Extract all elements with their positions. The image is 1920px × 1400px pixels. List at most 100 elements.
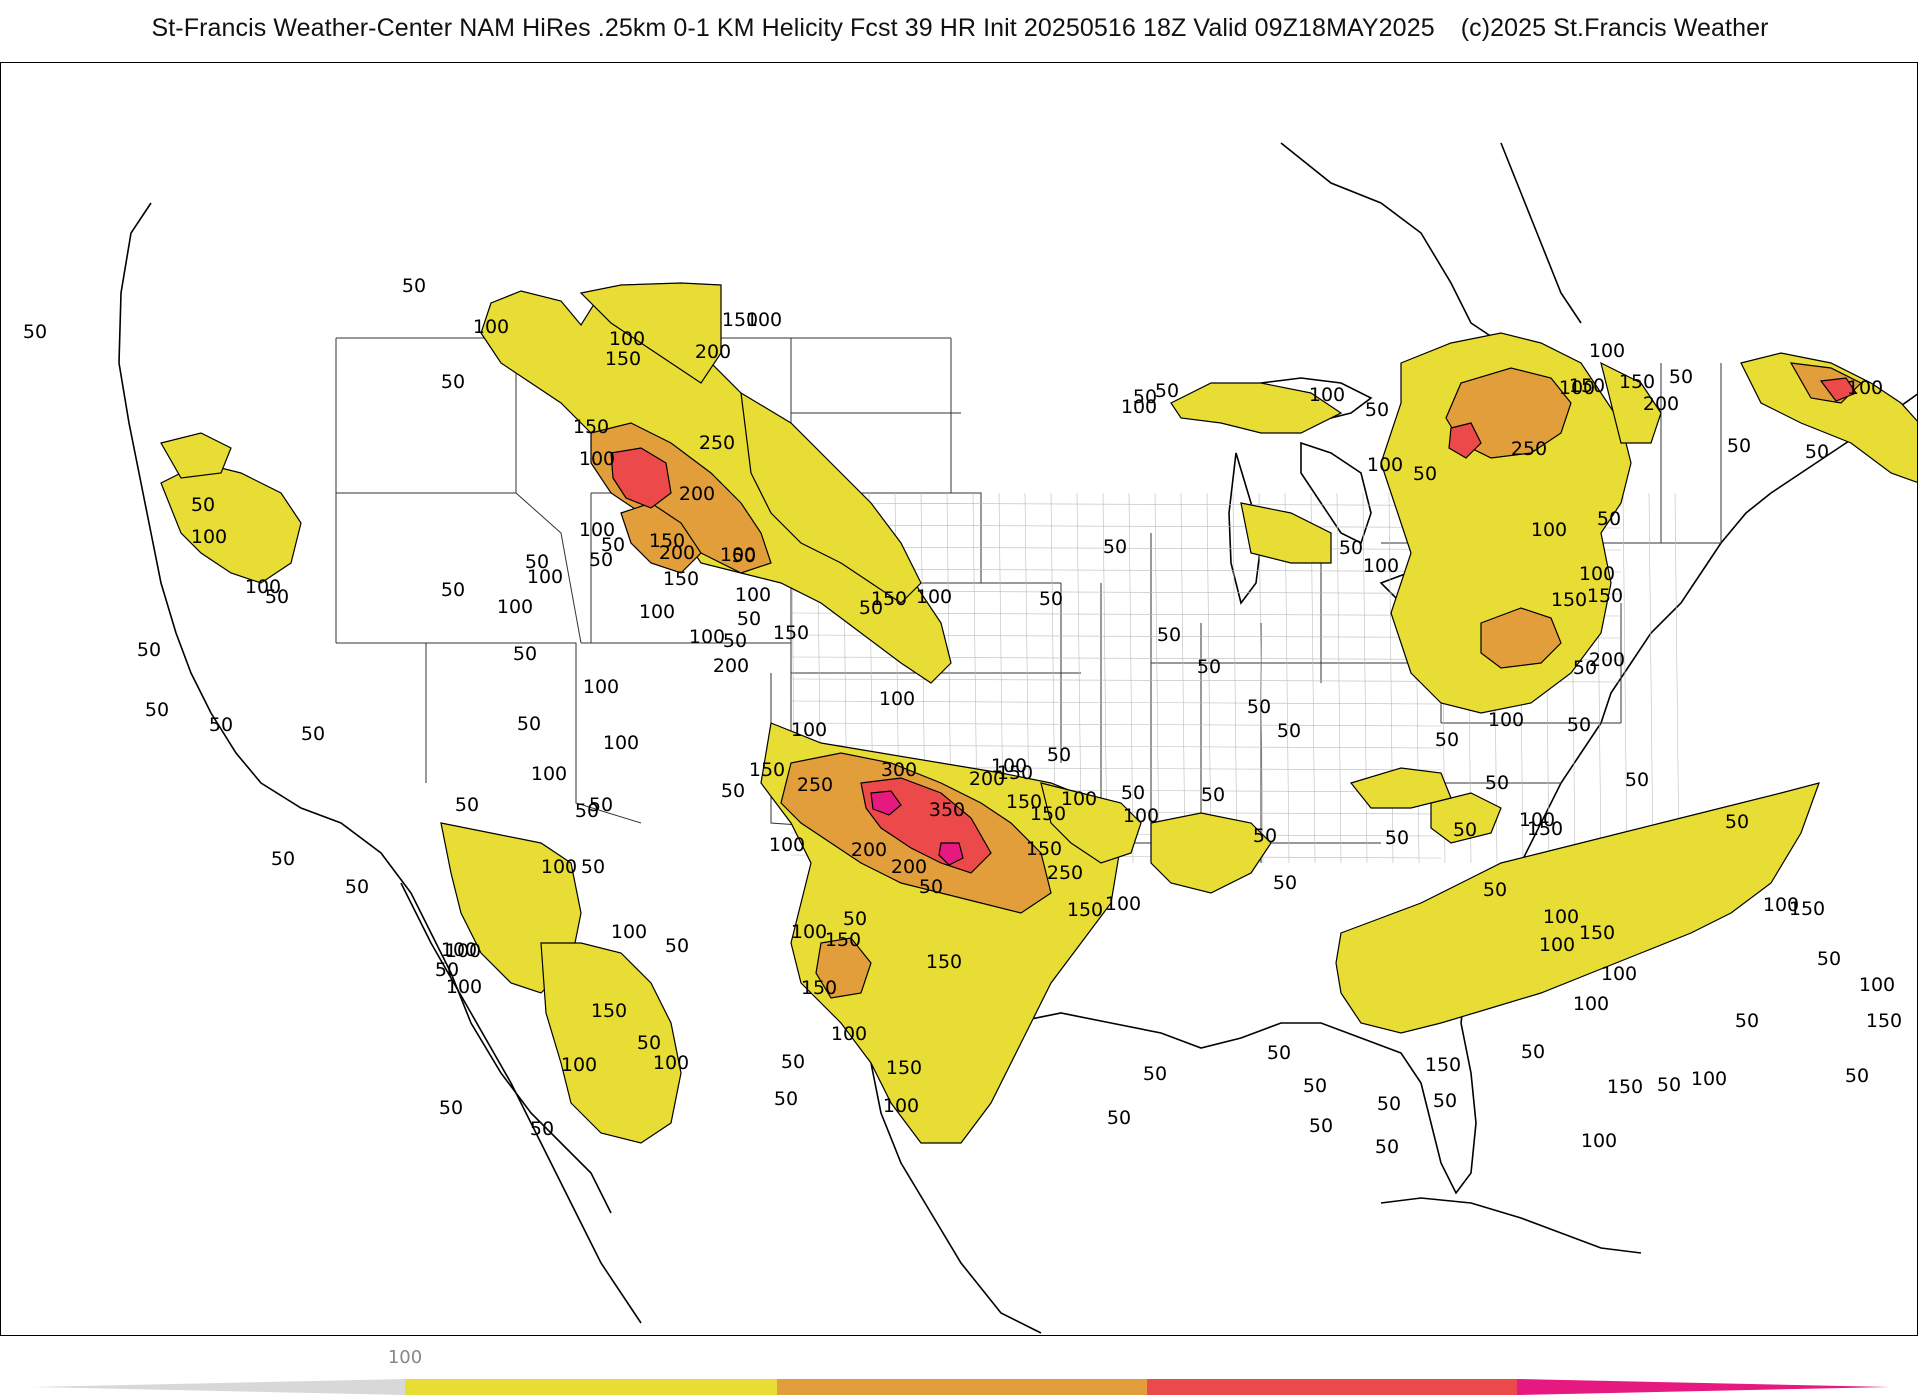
contour-label: 150 — [749, 759, 785, 781]
contour-label: 150 — [1527, 818, 1563, 840]
contour-label: 50 — [1567, 714, 1591, 736]
contour-label: 50 — [145, 699, 169, 721]
contour-label: 150 — [773, 622, 809, 644]
contour-label: 100 — [1367, 454, 1403, 476]
contour-label: 100 — [579, 519, 615, 541]
contour-label: 50 — [781, 1051, 805, 1073]
contour-label: 50 — [1303, 1075, 1327, 1097]
contour-label: 150 — [1579, 922, 1615, 944]
contour-label: 50 — [1413, 463, 1437, 485]
contour-label: 150 — [649, 530, 685, 552]
contour-label: 100 — [879, 688, 915, 710]
contour-label: 100 — [1601, 963, 1637, 985]
contour-label: 50 — [1385, 827, 1409, 849]
contour-label: 50 — [1273, 872, 1297, 894]
contour-label: 50 — [530, 1118, 554, 1140]
contour-label: 150 — [886, 1057, 922, 1079]
contour-label: 200 — [1643, 393, 1679, 415]
contour-label: 150 — [1425, 1054, 1461, 1076]
contour-label: 250 — [699, 432, 735, 454]
contour-label: 100 — [191, 526, 227, 548]
contour-label: 100 — [746, 309, 782, 331]
contour-label: 100 — [831, 1023, 867, 1045]
legend-wedge-low — [32, 1379, 405, 1395]
contour-label: 100 — [1105, 893, 1141, 915]
contour-label: 100 — [883, 1095, 919, 1117]
contour-label: 50 — [737, 608, 761, 630]
contour-label: 100 — [1579, 563, 1615, 585]
legend-wedge-high — [1517, 1379, 1890, 1395]
contour-label: 100 — [1519, 809, 1555, 831]
contour-label: 50 — [525, 551, 549, 573]
contour-label: 250 — [797, 774, 833, 796]
contour-label: 100 — [579, 448, 615, 470]
title-text: St-Francis Weather-Center NAM HiRes .25k… — [151, 14, 1435, 42]
contour-label: 50 — [1197, 656, 1221, 678]
contour-label: 100 — [445, 940, 481, 962]
contour-label: 50 — [1521, 1041, 1545, 1063]
contour-label: 150 — [1587, 585, 1623, 607]
contour-label: 50 — [1253, 825, 1277, 847]
contour-label: 100 — [245, 576, 281, 598]
contour-label: 200 — [1589, 649, 1625, 671]
contour-label: 50 — [1433, 1090, 1457, 1112]
contour-label: 50 — [1133, 386, 1157, 408]
contour-label: 100 — [1539, 934, 1575, 956]
contour-label: 150 — [1607, 1076, 1643, 1098]
contour-label: 100 — [639, 601, 675, 623]
contour-label: 100 — [791, 921, 827, 943]
contour-label: 100 — [1589, 340, 1625, 362]
contour-label: 100 — [527, 566, 563, 588]
contour-label: 50 — [1485, 772, 1509, 794]
copyright-text: (c)2025 St.Francis Weather — [1460, 14, 1769, 42]
contour-label: 50 — [1039, 588, 1063, 610]
contour-label: 50 — [575, 800, 599, 822]
contour-label: 50 — [513, 643, 537, 665]
contour-label: 50 — [1483, 879, 1507, 901]
contour-label: 50 — [517, 713, 541, 735]
contour-label: 100 — [1531, 519, 1567, 541]
contour-label: 100 — [603, 732, 639, 754]
contour-label: 50 — [1375, 1136, 1399, 1158]
contour-label: 150 — [1026, 838, 1062, 860]
contour-label: 50 — [1657, 1074, 1681, 1096]
contour-label: 100 — [689, 626, 725, 648]
contour-label: 50 — [1727, 435, 1751, 457]
contour-labels: 5050100100150501502001001501002502002001… — [23, 275, 1902, 1158]
contour-label: 50 — [1047, 744, 1071, 766]
contour-label: 100 — [1121, 396, 1157, 418]
contour-label: 200 — [713, 655, 749, 677]
contour-label: 100 — [497, 596, 533, 618]
contour-label: 50 — [1267, 1042, 1291, 1064]
contour-label: 50 — [1735, 1010, 1759, 1032]
contour-label: 200 — [659, 542, 695, 564]
contour-label: 50 — [1377, 1093, 1401, 1115]
helicity-shading-100 — [160, 282, 1917, 1144]
contour-label: 200 — [969, 768, 1005, 790]
contour-label: 100 — [446, 976, 482, 998]
contour-label: 100 — [1573, 993, 1609, 1015]
contour-label: 100 — [1543, 906, 1579, 928]
contour-label: 50 — [1277, 720, 1301, 742]
contour-label: 50 — [1435, 729, 1459, 751]
contour-label: 100 — [441, 939, 477, 961]
contour-label: 50 — [1669, 366, 1693, 388]
contour-label: 100 — [531, 763, 567, 785]
contour-label: 50 — [301, 723, 325, 745]
contour-label: 50 — [441, 371, 465, 393]
contour-label: 100 — [1559, 377, 1595, 399]
contour-label: 100 — [1763, 894, 1799, 916]
contour-label: 150 — [722, 309, 758, 331]
legend-band-100 — [405, 1379, 777, 1395]
chart-title: St-Francis Weather-Center NAM HiRes .25k… — [0, 14, 1920, 43]
contour-label: 100 — [473, 316, 509, 338]
contour-label: 50 — [723, 630, 747, 652]
contour-label: 50 — [1121, 782, 1145, 804]
contour-label: 100 — [991, 755, 1027, 777]
contour-label: 100 — [1691, 1068, 1727, 1090]
helicity-map[interactable]: 5050100100150501502001001501002502002001… — [1, 63, 1918, 1336]
contour-label: 100 — [541, 856, 577, 878]
contour-label: 150 — [663, 568, 699, 590]
contour-label: 50 — [843, 908, 867, 930]
contour-label: 50 — [665, 935, 689, 957]
